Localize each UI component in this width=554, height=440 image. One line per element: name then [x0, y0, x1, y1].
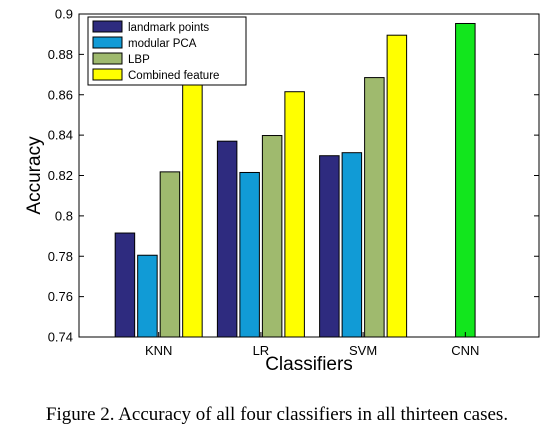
legend-swatch — [92, 36, 123, 49]
bar-knn-landmark-points — [114, 232, 136, 338]
bar-knn-lbp — [159, 171, 181, 338]
legend-swatch — [92, 52, 123, 65]
x-tick-label: LR — [253, 343, 270, 358]
bars-layer — [114, 22, 476, 338]
y-tick-label: 0.74 — [48, 330, 73, 345]
y-axis: 0.74 0.76 0.78 0.8 0.82 0.84 0.86 0.88 0.9 — [48, 7, 539, 345]
bar-svm-modular-pca — [341, 152, 363, 338]
bar-svm-landmark-points — [319, 155, 340, 338]
x-tick-label: KNN — [145, 343, 172, 358]
bar-lr-modular-pca — [239, 171, 260, 338]
legend-swatch — [92, 68, 123, 81]
y-tick-label: 0.86 — [48, 87, 73, 102]
y-tick-label: 0.82 — [48, 168, 73, 183]
y-tick-label: 0.9 — [55, 7, 73, 22]
bar-lr-combined-feature — [284, 91, 305, 338]
x-axis-label: Classifiers — [265, 354, 353, 375]
bar-lr-landmark-points — [216, 140, 238, 338]
bar-lr-lbp — [261, 135, 283, 338]
bar-svm-lbp — [364, 77, 385, 338]
y-tick-label: 0.76 — [48, 289, 73, 304]
bar-knn-modular-pca — [137, 254, 158, 338]
x-tick-label: SVM — [349, 343, 377, 358]
y-tick-label: 0.84 — [48, 128, 73, 143]
legend-label: Combined feature — [128, 70, 219, 82]
y-tick-label: 0.88 — [48, 47, 73, 62]
y-axis-label: Accuracy — [24, 136, 45, 215]
bar-cnn-cnn — [455, 22, 476, 338]
legend-swatch — [92, 20, 123, 33]
legend-label: LBP — [128, 54, 150, 66]
bar-knn-combined-feature — [182, 82, 203, 338]
legend-label: modular PCA — [128, 38, 197, 50]
bar-svm-combined-feature — [386, 34, 408, 338]
legend: landmark points modular PCA LBP Combined fe… — [87, 16, 247, 86]
x-tick-label: CNN — [451, 343, 479, 358]
y-tick-label: 0.78 — [48, 249, 73, 264]
legend-label: landmark points — [128, 22, 209, 34]
figure-caption: Figure 2. Accuracy of all four classifie… — [45, 404, 509, 425]
x-axis: KNN LR SVM CNN — [145, 332, 479, 358]
y-tick-label: 0.8 — [55, 208, 73, 223]
